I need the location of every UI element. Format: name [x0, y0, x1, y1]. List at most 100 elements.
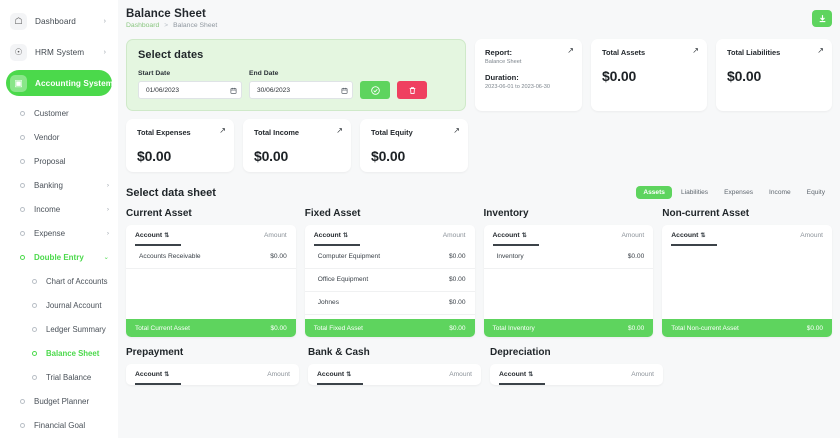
stat-value: $0.00: [371, 148, 406, 164]
open-arrow-icon[interactable]: ↗: [219, 126, 226, 135]
sort-icon[interactable]: ⇅: [342, 233, 348, 239]
end-date-field: End Date 30/06/2023: [249, 70, 353, 99]
open-arrow-icon[interactable]: ↗: [692, 46, 699, 55]
column-header-account[interactable]: Account ⇅: [493, 232, 527, 239]
tab-expenses[interactable]: Expenses: [724, 189, 754, 196]
sidebar-item-budget-planner[interactable]: Budget Planner: [6, 389, 112, 413]
bank-and-cash-table: Account ⇅ Amount: [308, 364, 481, 385]
sidebar-item-proposal[interactable]: Proposal: [6, 149, 112, 173]
chevron-right-icon: ›: [106, 229, 109, 237]
sort-icon[interactable]: ⇅: [164, 372, 169, 378]
inventory-title: Inventory: [483, 208, 529, 219]
sidebar-item-journal-account[interactable]: Journal Account: [6, 293, 112, 317]
prepayment-table: Account ⇅ Amount: [126, 364, 299, 385]
sidebar-item-customer[interactable]: Customer: [6, 101, 112, 125]
sidebar-item-label: Expense: [34, 228, 66, 238]
sidebar-item-label: Income: [34, 204, 61, 214]
sidebar-item-label: Chart of Accounts: [46, 276, 108, 286]
bullet-icon: [32, 278, 37, 284]
column-header-account-label: Account: [135, 371, 163, 378]
table-header: Account ⇅ Amount: [305, 225, 475, 244]
tab-assets[interactable]: Assets: [636, 186, 672, 199]
chevron-right-icon: ›: [103, 17, 106, 25]
sidebar-item-income[interactable]: Income ›: [6, 197, 112, 221]
open-arrow-icon[interactable]: ↗: [453, 126, 460, 135]
column-header-account[interactable]: Account ⇅: [135, 371, 169, 378]
open-arrow-icon[interactable]: ↗: [817, 46, 824, 55]
user-icon: ☉: [10, 43, 27, 61]
report-info-card: ↗ Report: Balance Sheet Duration: 2023-0…: [475, 39, 582, 111]
open-arrow-icon[interactable]: ↗: [336, 126, 343, 135]
chevron-down-icon: ⌄: [113, 80, 118, 87]
table-row[interactable]: Accounts Receivable $0.00: [126, 246, 296, 269]
current-asset-title: Current Asset: [126, 208, 192, 219]
table-row[interactable]: Inventory $0.00: [483, 246, 654, 269]
apply-dates-button[interactable]: [360, 81, 390, 99]
open-arrow-icon[interactable]: ↗: [567, 46, 574, 55]
total-expenses-card: ↗ Total Expenses $0.00: [126, 119, 234, 172]
column-header-account[interactable]: Account ⇅: [317, 371, 351, 378]
sidebar-item-label: Journal Account: [46, 300, 102, 310]
sidebar-item-balance-sheet[interactable]: Balance Sheet: [6, 341, 112, 365]
sidebar-item-vendor[interactable]: Vendor: [6, 125, 112, 149]
column-header-account[interactable]: Account ⇅: [499, 371, 533, 378]
delete-dates-button[interactable]: [397, 81, 427, 99]
sidebar-item-hrm-system[interactable]: ☉ HRM System ›: [6, 39, 112, 65]
sort-icon[interactable]: ⇅: [528, 372, 533, 378]
sidebar: ☖ Dashboard › ☉ HRM System › ▣ Accountin…: [0, 0, 118, 438]
current-asset-column: Current Asset Account ⇅ Amount Accounts …: [126, 208, 296, 337]
current-asset-table: Account ⇅ Amount Accounts Receivable $0.…: [126, 225, 296, 337]
column-header-account[interactable]: Account ⇅: [314, 232, 348, 239]
stat-value: $0.00: [254, 148, 289, 164]
sort-icon[interactable]: ⇅: [164, 233, 169, 239]
sidebar-item-label: Balance Sheet: [46, 348, 100, 358]
non-current-asset-column: Non-current Asset Account ⇅ Amount Total…: [662, 208, 832, 337]
end-date-value: 30/06/2023: [257, 86, 291, 94]
sidebar-item-double-entry[interactable]: Double Entry ⌄: [6, 245, 112, 269]
breadcrumb-dashboard[interactable]: Dashboard: [126, 22, 160, 29]
select-data-sheet-title: Select data sheet: [126, 186, 216, 199]
sidebar-item-accounting-system[interactable]: ▣ Accounting System ⌄: [6, 70, 118, 96]
end-date-input[interactable]: 30/06/2023: [249, 81, 353, 99]
calendar-icon[interactable]: [230, 87, 237, 94]
calendar-icon[interactable]: [341, 87, 348, 94]
table-body: Accounts Receivable $0.00: [126, 246, 296, 319]
start-date-input[interactable]: 01/06/2023: [138, 81, 242, 99]
total-value: $0.00: [627, 324, 645, 332]
tab-liabilities[interactable]: Liabilities: [680, 189, 709, 196]
sidebar-item-ledger-summary[interactable]: Ledger Summary: [6, 317, 112, 341]
sidebar-item-dashboard[interactable]: ☖ Dashboard ›: [6, 8, 112, 34]
sidebar-item-banking[interactable]: Banking ›: [6, 173, 112, 197]
page-header: Balance Sheet Dashboard > Balance Sheet: [126, 8, 832, 29]
select-data-sheet-header: Select data sheet Assets Liabilities Exp…: [126, 186, 832, 199]
sort-icon[interactable]: ⇅: [521, 233, 527, 239]
sidebar-item-chart-of-accounts[interactable]: Chart of Accounts: [6, 269, 112, 293]
table-body: Computer Equipment $0.00 Office Equipmen…: [304, 246, 475, 319]
sidebar-item-financial-goal[interactable]: Financial Goal: [6, 413, 112, 437]
fixed-asset-column: Fixed Asset Account ⇅ Amount Computer Eq…: [304, 208, 475, 337]
fixed-asset-table: Account ⇅ Amount Computer Equipment $0.0…: [304, 225, 475, 337]
column-header-account[interactable]: Account ⇅: [671, 232, 705, 239]
column-header-account[interactable]: Account ⇅: [135, 232, 169, 239]
end-date-label: End Date: [249, 70, 279, 77]
bullet-icon: [20, 182, 25, 188]
column-header-amount: Amount: [267, 371, 290, 378]
account-name: Inventory: [496, 253, 524, 261]
table-row[interactable]: Johnes $0.00: [304, 292, 475, 315]
total-value: $0.00: [270, 324, 287, 332]
tab-income[interactable]: Income: [769, 189, 791, 196]
total-value: $0.00: [806, 324, 823, 332]
sidebar-item-expense[interactable]: Expense ›: [6, 221, 112, 245]
sidebar-item-trial-balance[interactable]: Trial Balance: [6, 365, 112, 389]
box-icon: ▣: [10, 74, 27, 92]
header-underline: [317, 383, 363, 385]
sort-icon[interactable]: ⇅: [346, 372, 351, 378]
table-row[interactable]: Computer Equipment $0.00: [304, 246, 475, 269]
download-button[interactable]: [812, 10, 832, 27]
download-icon: [819, 15, 825, 23]
tab-equity[interactable]: Equity: [806, 189, 825, 196]
table-row[interactable]: Office Equipment $0.00: [304, 269, 475, 292]
bullet-icon: [32, 326, 37, 332]
column-header-amount: Amount: [449, 371, 472, 378]
sort-icon[interactable]: ⇅: [700, 233, 705, 239]
